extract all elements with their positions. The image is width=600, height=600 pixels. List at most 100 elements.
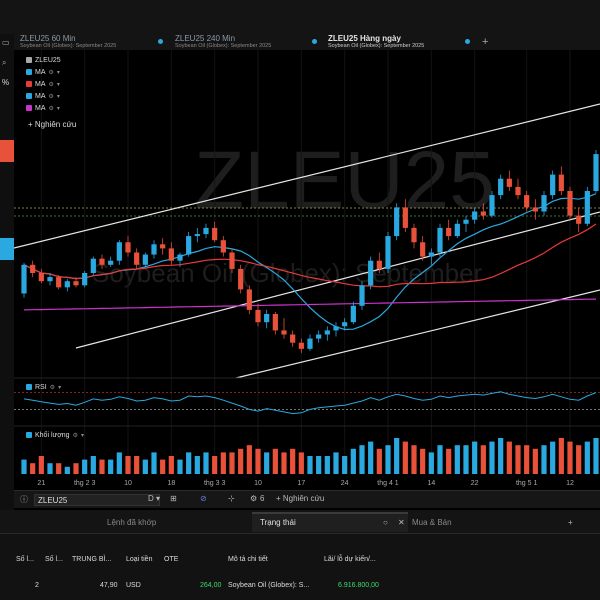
gear-icon[interactable]: ⚙ <box>48 81 54 88</box>
period-select[interactable]: D <box>148 494 154 503</box>
legend-ma-2[interactable]: MA ⚙ ▾ <box>26 79 60 89</box>
tab-status-dot <box>465 39 470 44</box>
volume-bar <box>212 456 218 474</box>
add-panel-icon[interactable]: + <box>568 518 573 527</box>
ma-line-slow <box>23 223 597 288</box>
chevron-down-icon[interactable]: ▾ <box>56 69 60 76</box>
candle <box>350 305 356 323</box>
gear-icon[interactable]: ⚙ <box>72 432 78 439</box>
column-header[interactable]: TRUNG BÌ... <box>72 556 112 563</box>
candle <box>576 215 582 224</box>
chart-type-icon[interactable]: ⊞ <box>170 494 177 503</box>
gear-icon[interactable]: ⚙ <box>49 384 56 391</box>
chevron-down-icon[interactable]: ▾ <box>56 105 60 112</box>
buy-marker[interactable] <box>0 238 14 260</box>
volume-bar <box>558 438 564 474</box>
volume-bar <box>385 445 391 474</box>
gear-icon[interactable]: ⚙ <box>250 494 258 503</box>
left-toolbar: ▭ ⌕ % <box>0 34 14 514</box>
column-header[interactable]: OTE <box>164 556 179 563</box>
info-icon[interactable]: ⓘ <box>20 495 28 504</box>
percent-icon[interactable]: % <box>2 78 10 87</box>
chevron-down-icon[interactable]: ▾ <box>80 432 84 439</box>
close-icon[interactable]: ○ <box>383 518 388 527</box>
candle <box>524 195 530 208</box>
cell-avg-price: 47,90 <box>100 582 118 589</box>
chart-toolbar: ⓘ ZLEU25 D ▾ ⊞ ⊘ ⊹ ⚙ 6 + Nghiên cứu <box>14 490 600 508</box>
close-icon[interactable]: ✕ <box>398 518 405 527</box>
tab-filled-orders[interactable]: Lệnh đã khớp <box>107 518 157 527</box>
candle <box>506 178 512 187</box>
chevron-down-icon[interactable]: ▾ <box>58 384 62 391</box>
chart-canvas[interactable]: ZLEU25 Soybean Oil (Globex): September 2… <box>14 50 600 490</box>
legend-ma-3[interactable]: MA ⚙ ▾ <box>26 91 60 101</box>
volume-bar <box>177 459 183 474</box>
research-button[interactable]: + Nghiên cứu <box>28 120 77 129</box>
volume-bar <box>281 452 287 474</box>
legend-ma-4[interactable]: MA ⚙ ▾ <box>26 103 60 113</box>
candle <box>593 154 599 191</box>
price-chart[interactable]: ZLEU25 Soybean Oil (Globex): September 2… <box>14 50 600 490</box>
volume-bar <box>593 438 599 474</box>
column-header[interactable]: Số l... <box>45 556 63 563</box>
volume-bar <box>524 445 530 474</box>
candle <box>567 191 573 216</box>
crosshair-icon[interactable]: ⊹ <box>228 494 235 503</box>
search-icon[interactable]: ⌕ <box>2 58 7 67</box>
volume-bar <box>350 448 356 474</box>
volume-bar <box>368 441 374 474</box>
column-header[interactable]: Mô tả chi tiết <box>228 556 268 563</box>
column-header[interactable]: Loại tiền <box>126 556 153 563</box>
candle <box>151 244 157 255</box>
candle <box>246 289 252 310</box>
volume-bar <box>21 459 27 474</box>
add-tab-icon[interactable]: + <box>482 36 489 48</box>
candle <box>316 334 322 339</box>
ma-swatch <box>26 81 32 87</box>
symbol-swatch <box>26 57 32 63</box>
candle <box>550 174 556 196</box>
legend-ma-1[interactable]: MA ⚙ ▾ <box>26 67 60 77</box>
volume-bar <box>203 452 209 474</box>
symbol-input[interactable]: ZLEU25 <box>34 494 160 506</box>
legend-symbol-label: ZLEU25 <box>35 56 61 64</box>
candle <box>411 227 417 243</box>
active-tab-background <box>252 512 408 532</box>
column-header[interactable]: Lãi/ lỗ dự kiến/... <box>324 556 376 563</box>
candle <box>168 248 174 261</box>
x-tick-label: 18 <box>167 480 175 487</box>
legend-symbol[interactable]: ZLEU25 <box>26 55 61 65</box>
chevron-down-icon[interactable]: ▾ <box>56 81 60 88</box>
volume-legend[interactable]: Khối lượng ⚙ ▾ <box>26 430 84 440</box>
volume-bar <box>82 459 88 474</box>
chevron-down-icon[interactable]: ▾ <box>56 93 60 100</box>
volume-bar <box>47 463 53 474</box>
gear-icon[interactable]: ⚙ <box>48 69 54 76</box>
ma-swatch <box>26 93 32 99</box>
candle <box>90 258 96 273</box>
volume-bar <box>550 441 556 474</box>
chevron-down-icon[interactable]: ▾ <box>156 494 161 503</box>
panel-icon[interactable]: ▭ <box>2 38 10 47</box>
candle <box>290 334 296 343</box>
table-row[interactable]: 2 47,90 USD 264,00 Soybean Oil (Globex):… <box>0 582 600 594</box>
gear-icon[interactable]: ⚙ <box>48 105 54 112</box>
tab-buy-sell[interactable]: Mua & Bán <box>412 518 452 527</box>
volume-bar <box>290 448 296 474</box>
volume-bar <box>168 456 174 474</box>
candle <box>359 285 365 306</box>
candle <box>99 258 105 265</box>
rsi-legend[interactable]: RSI ⚙ ▾ <box>26 382 61 392</box>
sell-marker[interactable] <box>0 140 14 162</box>
research-button[interactable]: + Nghiên cứu <box>276 494 325 503</box>
column-header[interactable]: Số l... <box>16 556 34 563</box>
volume-bar <box>194 456 200 474</box>
x-tick-label: 21 <box>37 480 45 487</box>
rsi-swatch <box>26 384 32 390</box>
tab-status[interactable]: Trạng thái <box>260 518 296 527</box>
ma-line-long <box>23 298 597 311</box>
gear-icon[interactable]: ⚙ <box>48 93 54 100</box>
indicator-count[interactable]: 6 <box>260 494 265 503</box>
cell-pnl: 6.916.800,00 <box>338 582 379 589</box>
drawing-tools-icon[interactable]: ⊘ <box>200 494 207 503</box>
